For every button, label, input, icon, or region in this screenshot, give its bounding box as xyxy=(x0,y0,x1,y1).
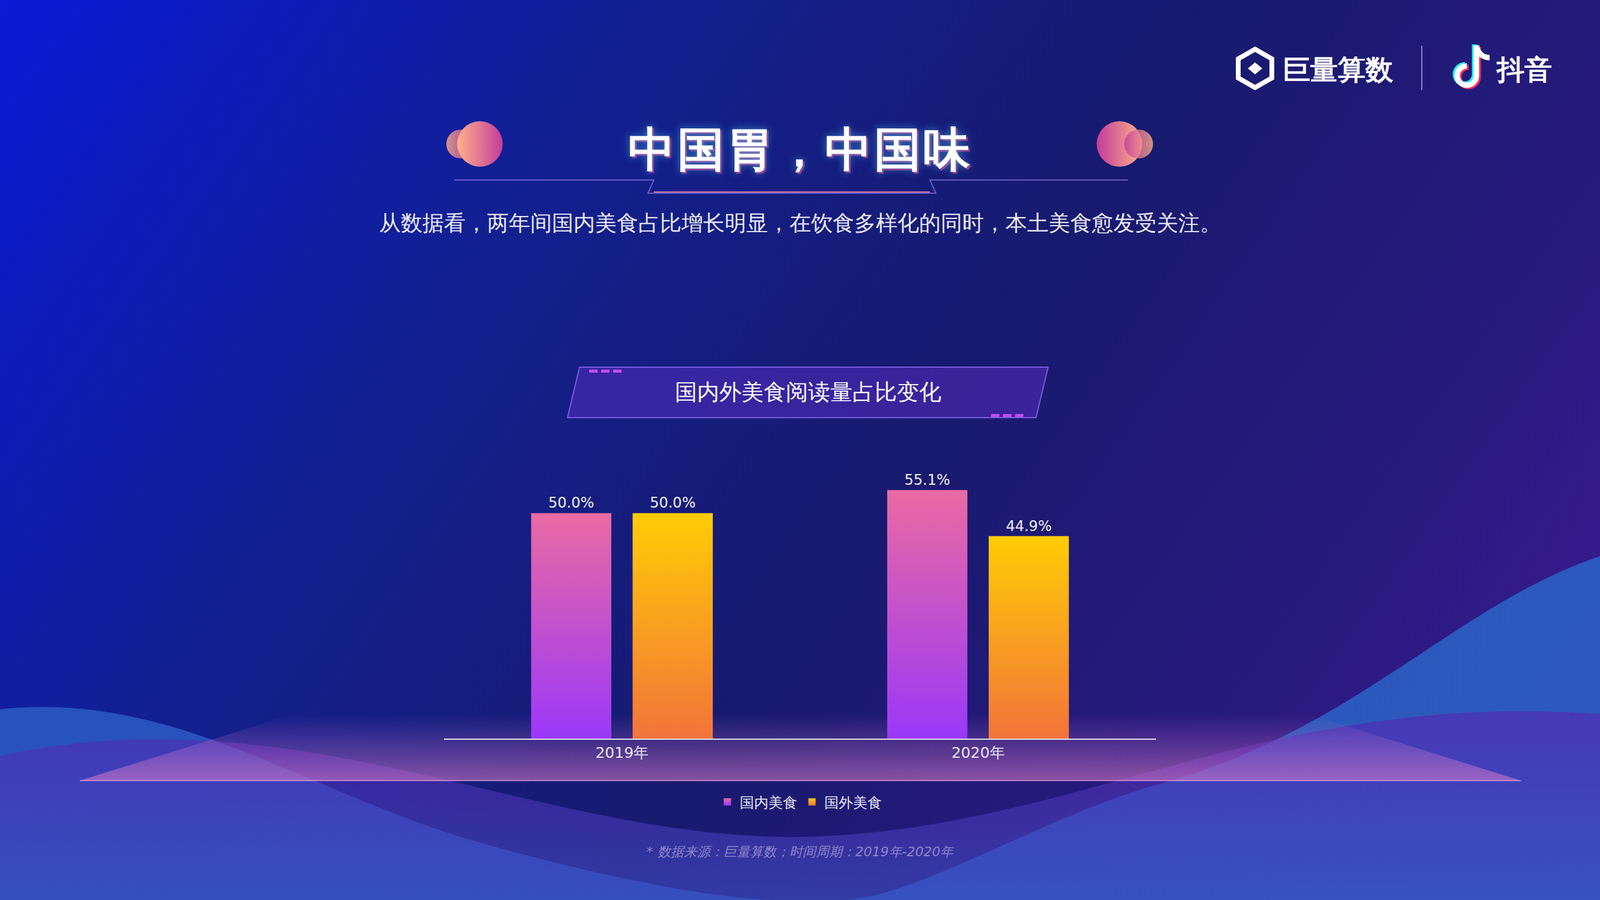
svg-text:国外美食: 国外美食 xyxy=(824,794,882,812)
html-text:抖音: 抖音 xyxy=(1496,53,1553,86)
html-text:* 数据来源：巨量算数；时间周期：2019年-2020年: * 数据来源：巨量算数；时间周期：2019年-2020年 xyxy=(646,844,954,860)
svg-text:国内外美食阅读量占比变化: 国内外美食阅读量占比变化 xyxy=(674,379,942,405)
svg-text:国内美食: 国内美食 xyxy=(739,794,798,812)
svg-text:50.0%: 50.0% xyxy=(649,494,696,512)
svg-text:2019年: 2019年 xyxy=(595,743,649,762)
svg-text:50.0%: 50.0% xyxy=(548,494,594,512)
html-text:从数据看，两年间国内美食占比增长明显，在饮食多样化的同时，本: 从数据看，两年间国内美食占比增长明显，在饮食多样化的同时，本土美食愈发受关注。 xyxy=(378,210,1222,236)
svg-text:2020年: 2020年 xyxy=(951,743,1005,762)
html-text:中国胃，中国味: 中国胃，中国味 xyxy=(627,122,973,177)
html-text:巨量算数: 巨量算数 xyxy=(1282,53,1394,86)
svg-text:55.1%: 55.1% xyxy=(904,471,951,489)
svg-text:44.9%: 44.9% xyxy=(1006,517,1052,535)
